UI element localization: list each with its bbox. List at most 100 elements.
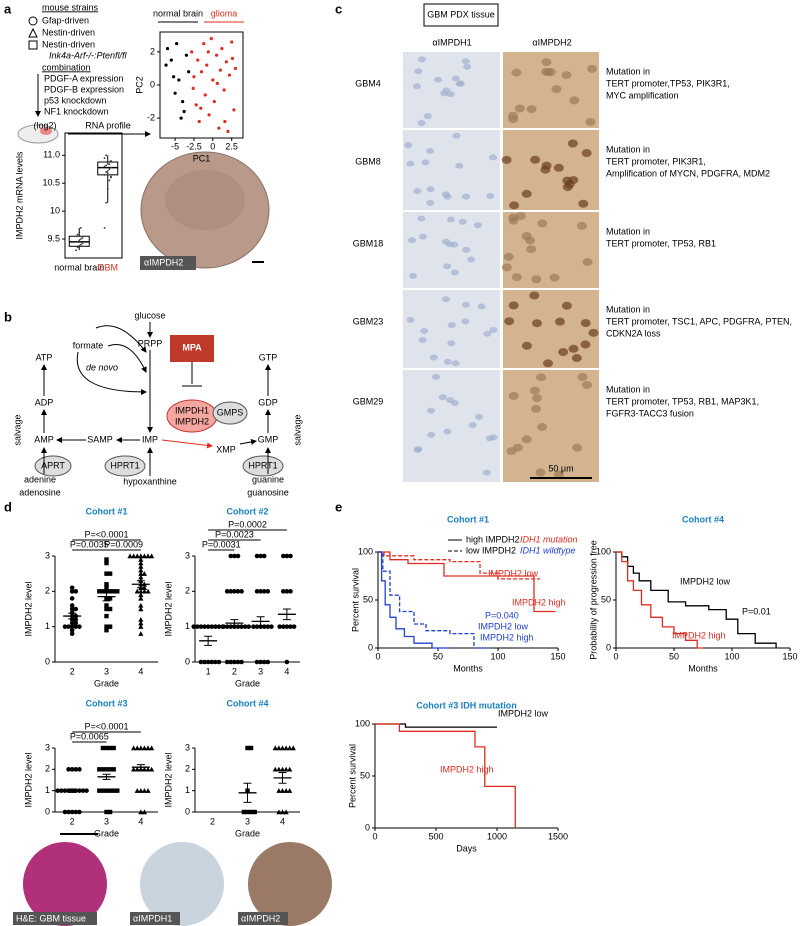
data-point: [134, 553, 140, 559]
data-point: [175, 41, 179, 46]
cell-stain: [551, 85, 562, 94]
strain: Gfap-driven: [42, 15, 89, 25]
data-point: [283, 766, 289, 772]
tissue-tile: [403, 130, 500, 210]
cell-stain: [503, 252, 514, 261]
data-point: [107, 606, 113, 612]
data-point: [241, 809, 247, 815]
annotation: P=0.01: [742, 606, 771, 616]
error-bar: [102, 591, 111, 602]
data-point: [248, 745, 254, 751]
data-point: [265, 659, 271, 665]
y-tick-label: 10: [50, 206, 60, 216]
data-point: [211, 78, 215, 82]
x-axis-label: Grade: [235, 828, 260, 838]
data-point: [145, 745, 151, 751]
data-point: [66, 809, 71, 815]
data-point: [141, 766, 148, 772]
data-point: [284, 624, 290, 629]
p-value: P=0.0023: [215, 529, 254, 539]
cell-nucleus: [412, 83, 421, 90]
mutation-text: TERT promoter, TP53, RB1, MAP3K1,: [606, 396, 759, 406]
data-point: [209, 624, 215, 629]
data-point: [103, 173, 106, 176]
combination-item: NF1 knockdown: [44, 106, 109, 116]
annotation: IMPDH2 low: [488, 568, 539, 578]
x-tick-label: 500: [428, 831, 443, 841]
annotation: IMPDH2 high: [440, 764, 494, 774]
cell-nucleus: [489, 434, 498, 441]
data-point: [80, 788, 86, 793]
cell-nucleus: [473, 222, 482, 229]
legend-label: IDH1 wildtype: [520, 545, 576, 555]
pathway-node: HPRT1: [110, 460, 139, 470]
x-tick-label: 4: [284, 666, 289, 676]
tissue-tile: [403, 212, 500, 288]
connector: [107, 344, 147, 373]
cell-stain: [582, 258, 593, 267]
cell-stain: [508, 301, 519, 310]
tissue-tile: [403, 370, 500, 482]
enzyme-node: [212, 401, 248, 425]
data-point: [104, 589, 109, 594]
data-point: [104, 788, 109, 793]
data-point: [110, 176, 112, 179]
cell-stain: [585, 117, 596, 126]
cell-nucleus: [426, 199, 435, 206]
data-point: [107, 788, 113, 793]
tissue-tile: [503, 52, 599, 128]
cell-nucleus: [427, 407, 436, 414]
x-axis-label: Grade: [235, 678, 260, 688]
cell-stain: [509, 201, 520, 210]
plot-frame: [159, 31, 244, 139]
data-point: [216, 659, 222, 665]
pathway-node: MPA: [182, 342, 202, 352]
combination-title: combination: [42, 62, 91, 72]
data-point: [145, 788, 151, 793]
data-point: [227, 73, 232, 77]
data-point: [127, 553, 133, 559]
mutation-text: Mutation in: [606, 226, 650, 236]
cell-stain: [567, 139, 578, 148]
cell-nucleus: [414, 446, 423, 453]
cell-stain: [501, 263, 512, 272]
data-point: [100, 589, 106, 594]
data-point: [288, 589, 293, 594]
panel-title: GBM PDX tissue: [427, 9, 495, 19]
y-tick-label: 1: [45, 621, 50, 631]
cell-stain: [537, 219, 548, 228]
cell-stain: [529, 291, 540, 300]
data-point: [107, 596, 113, 601]
data-point: [103, 157, 106, 160]
legend-label: low IMPDH2: [466, 545, 516, 555]
image-label-bg: [238, 912, 288, 925]
data-point: [105, 171, 108, 173]
error-bar: [230, 619, 239, 628]
p-value: P=<0.0001: [84, 721, 128, 731]
data-point: [141, 571, 148, 576]
data-point: [221, 624, 226, 629]
data-point: [138, 556, 144, 562]
p-value: P=<0.0001: [84, 529, 128, 539]
y-tick-label: 100: [596, 546, 611, 556]
data-point: [272, 766, 278, 772]
data-point: [138, 809, 144, 815]
data-point: [171, 75, 176, 79]
y-tick-label: 2: [150, 46, 155, 56]
cell-stain: [541, 161, 552, 170]
row-label: GBM4: [355, 78, 381, 88]
data-point: [276, 766, 282, 772]
data-point: [138, 624, 144, 629]
enzyme-node: [104, 455, 146, 477]
x-tick-label: normal brain: [54, 262, 104, 272]
row-label: GBM29: [353, 396, 384, 406]
mutation-text: CDKN2A loss: [606, 328, 661, 338]
data-point: [138, 553, 144, 559]
cell-nucleus: [438, 394, 447, 401]
data-point: [134, 766, 140, 772]
mutation-text: Amplification of MYCN, PDGFRA, MDM2: [606, 168, 770, 178]
combination-item: PDGF-B expression: [44, 84, 124, 94]
y-tick-label: 3: [45, 550, 50, 560]
tissue-tile: [403, 52, 500, 128]
data-point: [217, 126, 221, 130]
